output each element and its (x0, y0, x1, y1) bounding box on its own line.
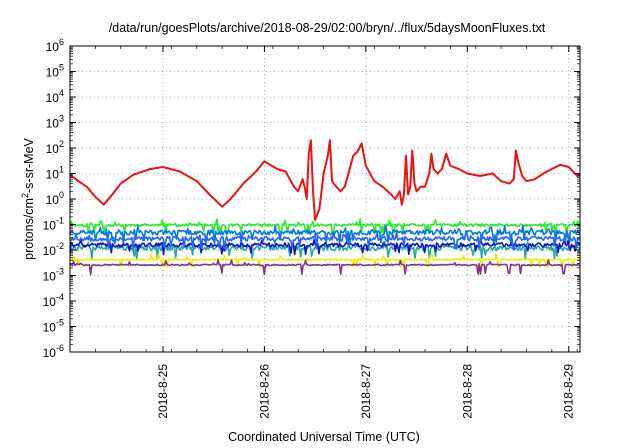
series-line (70, 253, 580, 268)
y-tick-label: 10-1 (43, 216, 64, 233)
y-tick-base: 10 (46, 168, 60, 182)
y-tick-exp: -4 (56, 292, 64, 302)
chart-title: /data/run/goesPlots/archive/2018-08-29/0… (109, 21, 546, 35)
series-line (70, 139, 580, 221)
y-tick-base: 10 (46, 142, 60, 156)
y-tick-label: 100 (46, 190, 64, 207)
y-tick-exp: 2 (59, 139, 64, 149)
y-tick-base: 10 (46, 117, 60, 131)
y-tick-base: 10 (43, 295, 57, 309)
y-tick-exp: -6 (56, 343, 64, 353)
x-tick-labels: 2018-8-25 2018-8-26 2018-8-27 2018-8-28 2018… (156, 364, 576, 419)
y-tick-exp: -1 (56, 216, 64, 226)
y-tick-label: 10-4 (43, 292, 64, 309)
y-tick-base: 10 (43, 346, 57, 360)
y-tick-label: 10-5 (43, 318, 64, 335)
series-layer (70, 139, 580, 276)
y-tick-exp: -3 (56, 267, 64, 277)
x-tick-label: 2018-8-28 (460, 364, 474, 419)
series-line (70, 231, 580, 251)
x-axis-label: Coordinated Universal Time (UTC) (228, 430, 420, 444)
y-tick-label: 102 (46, 139, 64, 156)
x-tick-label: 2018-8-26 (257, 364, 271, 419)
y-tick-label: 101 (46, 165, 64, 182)
y-tick-label: 10-3 (43, 267, 64, 284)
y-axis-label-suffix: -s-sr-MeV (22, 137, 36, 193)
y-tick-exp: 3 (59, 114, 64, 124)
y-tick-base: 10 (46, 66, 60, 80)
y-tick-base: 10 (43, 270, 57, 284)
y-axis-label-sup: 2 (20, 193, 30, 198)
y-tick-exp: 6 (59, 37, 64, 47)
y-tick-labels: 10-610-510-410-310-210-11001011021031041… (43, 37, 64, 360)
y-tick-label: 106 (46, 37, 64, 54)
y-tick-base: 10 (46, 91, 60, 105)
y-tick-base: 10 (43, 321, 57, 335)
y-tick-exp: 0 (59, 190, 64, 200)
series-line (70, 224, 580, 245)
series-line (70, 238, 580, 256)
x-tick-label: 2018-8-29 (562, 364, 576, 419)
y-tick-exp: 1 (59, 165, 64, 175)
y-tick-label: 103 (46, 114, 64, 131)
y-tick-base: 10 (43, 244, 57, 258)
y-tick-label: 105 (46, 63, 64, 80)
y-tick-exp: -2 (56, 241, 64, 251)
y-tick-base: 10 (46, 40, 60, 54)
y-tick-exp: 4 (59, 88, 64, 98)
y-tick-exp: 5 (59, 63, 64, 73)
y-axis-label-prefix: protons/cm (22, 198, 36, 260)
series-line (70, 240, 580, 261)
series-line (70, 217, 580, 235)
grid (70, 46, 580, 352)
series-line (70, 259, 580, 276)
y-tick-exp: -5 (56, 318, 64, 328)
y-tick-label: 10-2 (43, 241, 64, 258)
x-tick-label: 2018-8-25 (156, 364, 170, 419)
x-tick-label: 2018-8-27 (359, 364, 373, 419)
y-tick-base: 10 (43, 219, 57, 233)
y-tick-label: 104 (46, 88, 64, 105)
y-tick-base: 10 (46, 193, 60, 207)
y-axis-label: protons/cm2-s-sr-MeV (20, 137, 36, 259)
ticks (69, 45, 580, 353)
y-tick-label: 10-6 (43, 343, 64, 360)
